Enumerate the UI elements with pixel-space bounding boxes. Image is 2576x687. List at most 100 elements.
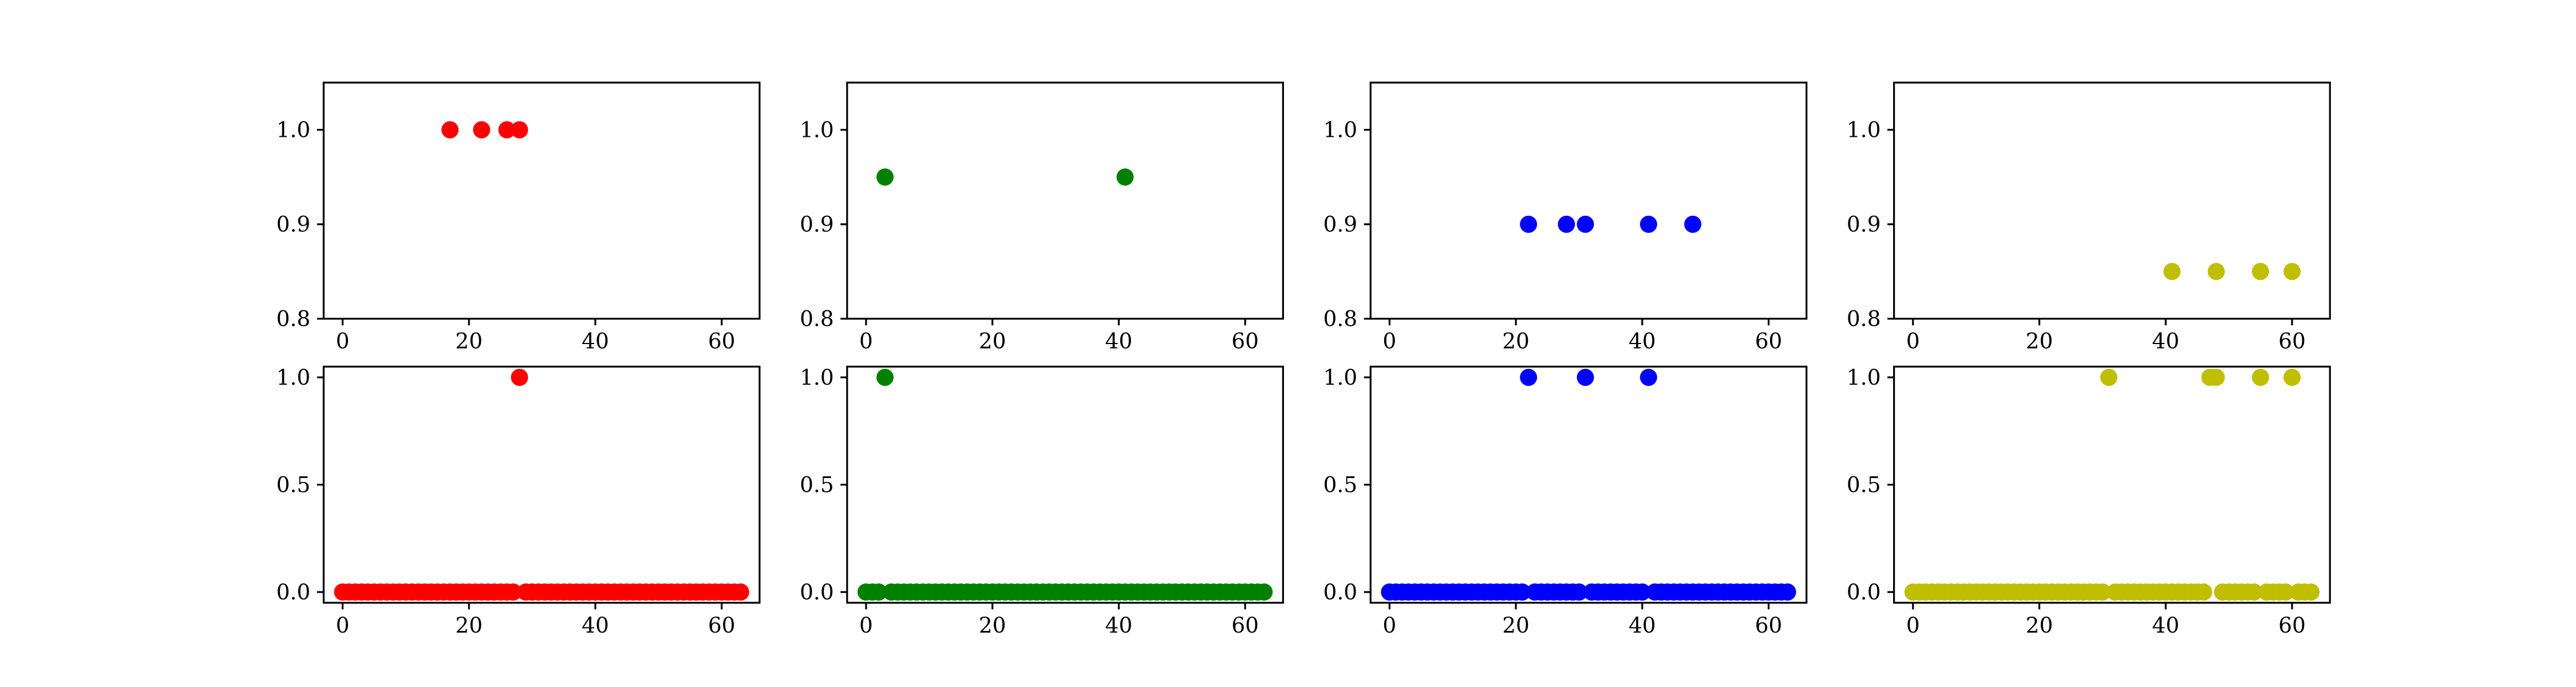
y-tick-label: 1.0 [1847, 365, 1881, 390]
x-tick-label: 40 [1105, 329, 1133, 354]
subplot-2-1: 0 20 40 60 0.0 0.5 1.0 [276, 365, 761, 638]
x-tick-label: 0 [1906, 329, 1920, 354]
data-point [2251, 263, 2269, 281]
data-point [1633, 583, 1651, 601]
data-point [2207, 369, 2225, 386]
y-tick-label: 1.0 [800, 365, 834, 390]
data-point [1255, 583, 1273, 601]
y-tick-label: 0.0 [800, 579, 834, 605]
x-tick-label: 40 [1629, 329, 1656, 354]
y-tick-label: 1.0 [276, 365, 311, 390]
data-point [1514, 583, 1531, 601]
data-point [1577, 215, 1594, 233]
x-tick-label: 0 [1382, 613, 1396, 638]
x-tick-label: 60 [1231, 613, 1259, 638]
x-tick-label: 40 [2152, 613, 2179, 638]
data-point [1779, 583, 1796, 601]
x-tick-label: 0 [336, 329, 350, 354]
data-point [2100, 369, 2117, 386]
data-point [2251, 369, 2269, 386]
data-point [2093, 583, 2111, 601]
x-tick-label: 0 [859, 613, 873, 638]
y-tick-label: 0.9 [1847, 212, 1881, 237]
x-tick-label: 40 [582, 329, 609, 354]
subplot-1-1: 0 20 40 60 0.8 0.9 1.0 [276, 81, 761, 354]
axes-frame [1369, 365, 1808, 604]
data-point [876, 369, 894, 386]
subplot-2-4: 0 20 40 60 0.0 0.5 1.0 [1847, 365, 2331, 638]
data-point [498, 121, 516, 139]
subplot-2-2: 0 20 40 60 0.0 0.5 1.0 [800, 365, 1284, 638]
x-tick-label: 20 [979, 613, 1006, 638]
x-tick-label: 60 [1231, 329, 1259, 354]
data-point [2302, 583, 2320, 601]
y-tick-label: 1.0 [1323, 117, 1358, 143]
subplot-1-4: 0 20 40 60 0.8 0.9 1.0 [1847, 81, 2331, 354]
subplot-1-2: 0 20 40 60 0.8 0.9 1.0 [800, 81, 1284, 354]
x-tick-label: 20 [979, 329, 1006, 354]
data-point [1520, 369, 1538, 386]
x-tick-label: 60 [708, 613, 736, 638]
y-tick-label: 1.0 [276, 117, 311, 143]
axes-frame [846, 365, 1284, 604]
x-tick-label: 0 [336, 613, 350, 638]
y-tick-label: 1.0 [1323, 365, 1358, 390]
y-tick-label: 0.9 [276, 212, 311, 237]
y-tick-label: 0.0 [1323, 579, 1358, 605]
y-tick-label: 0.5 [1847, 472, 1881, 498]
data-point [2283, 369, 2301, 386]
y-tick-label: 0.8 [276, 306, 311, 331]
data-point [876, 168, 894, 186]
data-point [1520, 215, 1538, 233]
y-tick-label: 0.5 [800, 472, 834, 498]
data-point [1116, 168, 1134, 186]
axes-frame [1369, 81, 1808, 320]
x-tick-label: 0 [859, 329, 873, 354]
data-point [1577, 369, 1594, 386]
data-point [441, 121, 459, 139]
data-point [473, 121, 491, 139]
y-tick-label: 0.9 [800, 212, 834, 237]
x-tick-label: 0 [1906, 613, 1920, 638]
data-point [1684, 215, 1702, 233]
x-tick-label: 40 [1629, 613, 1656, 638]
data-point [2207, 263, 2225, 281]
x-tick-label: 20 [1502, 613, 1530, 638]
y-tick-label: 0.8 [800, 306, 834, 331]
x-tick-label: 0 [1382, 329, 1396, 354]
y-tick-label: 0.9 [1323, 212, 1358, 237]
data-point [1639, 215, 1657, 233]
data-point [870, 583, 887, 601]
data-point [2277, 583, 2294, 601]
data-point [2283, 263, 2301, 281]
y-tick-label: 1.0 [1847, 117, 1881, 143]
subplot-1-3: 0 20 40 60 0.8 0.9 1.0 [1323, 81, 1808, 354]
y-tick-label: 0.5 [1323, 472, 1358, 498]
data-point [1639, 369, 1657, 386]
y-tick-label: 0.8 [1847, 306, 1881, 331]
data-point [2195, 583, 2212, 601]
x-tick-label: 20 [2026, 613, 2053, 638]
x-tick-label: 60 [2278, 613, 2306, 638]
data-point [2245, 583, 2263, 601]
x-tick-label: 40 [2152, 329, 2179, 354]
x-tick-label: 40 [1105, 613, 1133, 638]
subplot-2-3: 0 20 40 60 0.0 0.5 1.0 [1323, 365, 1808, 638]
axes-frame [322, 81, 761, 320]
x-tick-label: 20 [1502, 329, 1530, 354]
x-tick-label: 20 [455, 329, 483, 354]
y-tick-label: 0.8 [1323, 306, 1358, 331]
x-tick-label: 60 [1755, 613, 1783, 638]
x-tick-label: 60 [1755, 329, 1783, 354]
x-tick-label: 60 [2278, 329, 2306, 354]
data-point [511, 369, 528, 386]
y-tick-label: 1.0 [800, 117, 834, 143]
axes-frame [1893, 81, 2331, 320]
y-tick-label: 0.5 [276, 472, 311, 498]
x-tick-label: 20 [2026, 329, 2053, 354]
data-point [2163, 263, 2181, 281]
axes-frame [322, 365, 761, 604]
axes-frame [1893, 365, 2331, 604]
x-tick-label: 40 [582, 613, 609, 638]
data-point [511, 121, 528, 139]
